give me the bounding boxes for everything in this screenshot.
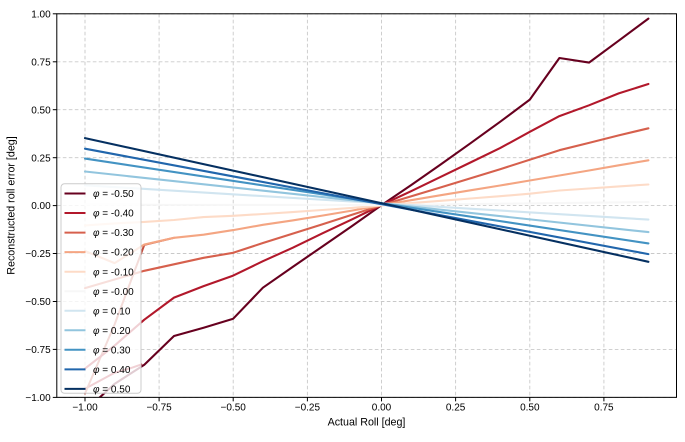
svg-text:0.75: 0.75: [31, 57, 51, 68]
svg-text:−0.50: −0.50: [25, 297, 51, 308]
svg-text:φ = 0.30: φ = 0.30: [93, 345, 131, 356]
svg-text:0.50: 0.50: [31, 105, 51, 116]
svg-text:φ = 0.50: φ = 0.50: [93, 385, 131, 396]
svg-text:−0.50: −0.50: [221, 402, 247, 413]
svg-text:−0.75: −0.75: [146, 402, 172, 413]
svg-text:−0.25: −0.25: [25, 249, 51, 260]
svg-text:φ = -0.30: φ = -0.30: [93, 228, 134, 239]
svg-text:0.50: 0.50: [520, 402, 540, 413]
svg-text:φ = -0.20: φ = -0.20: [93, 248, 134, 259]
svg-text:Reconstructed roll error [deg]: Reconstructed roll error [deg]: [6, 136, 18, 274]
svg-text:φ = -0.10: φ = -0.10: [93, 267, 134, 278]
svg-text:φ = 0.40: φ = 0.40: [93, 365, 131, 376]
svg-text:0.00: 0.00: [372, 402, 392, 413]
svg-text:φ = 0.10: φ = 0.10: [93, 306, 131, 317]
svg-text:0.25: 0.25: [31, 153, 51, 164]
svg-text:−0.75: −0.75: [25, 345, 51, 356]
svg-text:−0.25: −0.25: [295, 402, 321, 413]
svg-text:0.25: 0.25: [446, 402, 466, 413]
svg-text:φ = 0.20: φ = 0.20: [93, 326, 131, 337]
svg-text:0.75: 0.75: [594, 402, 614, 413]
svg-text:−1.00: −1.00: [72, 402, 98, 413]
svg-text:φ = -0.50: φ = -0.50: [93, 189, 134, 200]
svg-text:φ = -0.00: φ = -0.00: [93, 287, 134, 298]
svg-text:1.00: 1.00: [31, 9, 51, 20]
svg-text:−1.00: −1.00: [25, 393, 51, 404]
svg-text:Actual Roll [deg]: Actual Roll [deg]: [328, 417, 406, 429]
svg-text:0.00: 0.00: [31, 201, 51, 212]
svg-text:φ = -0.40: φ = -0.40: [93, 209, 134, 220]
